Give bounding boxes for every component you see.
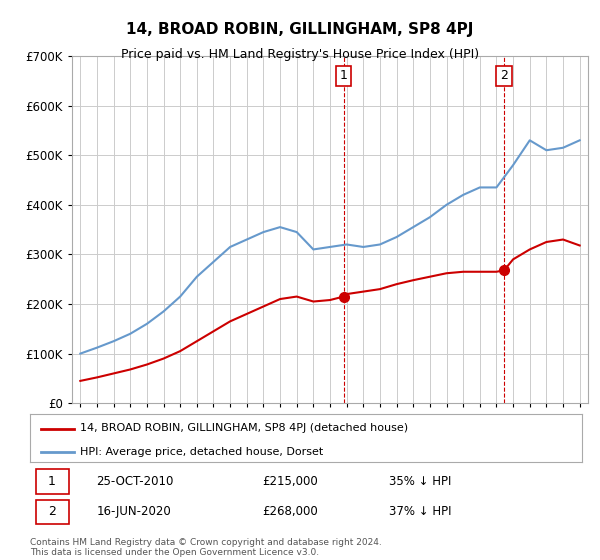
Text: Price paid vs. HM Land Registry's House Price Index (HPI): Price paid vs. HM Land Registry's House … xyxy=(121,48,479,60)
Text: £268,000: £268,000 xyxy=(262,505,317,519)
Text: 14, BROAD ROBIN, GILLINGHAM, SP8 4PJ: 14, BROAD ROBIN, GILLINGHAM, SP8 4PJ xyxy=(127,22,473,38)
Text: 1: 1 xyxy=(48,475,56,488)
Text: Contains HM Land Registry data © Crown copyright and database right 2024.
This d: Contains HM Land Registry data © Crown c… xyxy=(30,538,382,557)
Text: HPI: Average price, detached house, Dorset: HPI: Average price, detached house, Dors… xyxy=(80,446,323,456)
Text: 2: 2 xyxy=(48,505,56,519)
Text: 25-OCT-2010: 25-OCT-2010 xyxy=(96,475,173,488)
Text: 14, BROAD ROBIN, GILLINGHAM, SP8 4PJ (detached house): 14, BROAD ROBIN, GILLINGHAM, SP8 4PJ (de… xyxy=(80,423,408,433)
FancyBboxPatch shape xyxy=(35,500,68,524)
Text: 37% ↓ HPI: 37% ↓ HPI xyxy=(389,505,451,519)
Text: 16-JUN-2020: 16-JUN-2020 xyxy=(96,505,171,519)
Text: 2: 2 xyxy=(500,69,508,82)
Text: 35% ↓ HPI: 35% ↓ HPI xyxy=(389,475,451,488)
FancyBboxPatch shape xyxy=(35,469,68,494)
Text: £215,000: £215,000 xyxy=(262,475,317,488)
Text: 1: 1 xyxy=(340,69,347,82)
